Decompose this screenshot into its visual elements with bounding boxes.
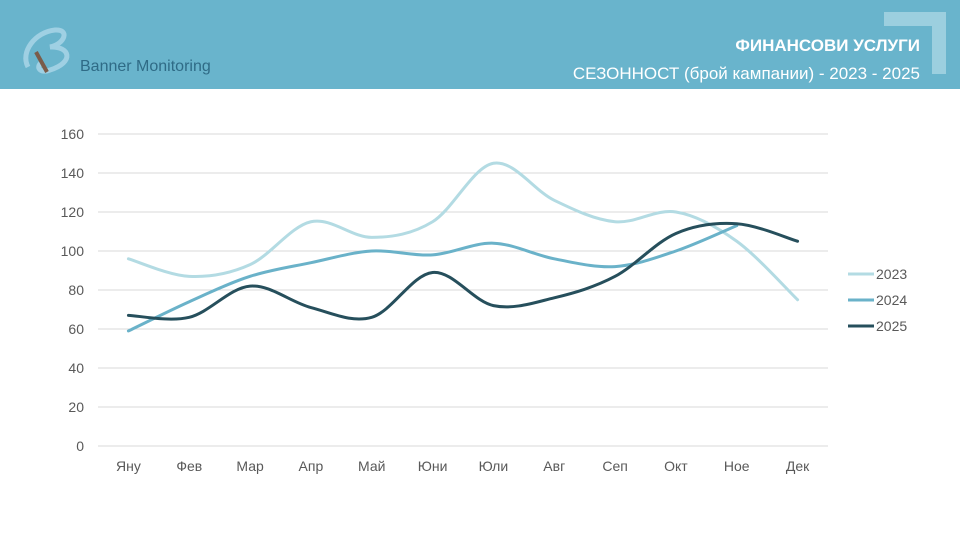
y-tick-label: 160 xyxy=(61,126,85,142)
x-tick-label: Апр xyxy=(299,458,324,474)
y-tick-label: 140 xyxy=(61,165,85,181)
banner-monitoring-logo xyxy=(23,27,70,74)
y-tick-label: 100 xyxy=(61,243,85,259)
header-banner: Banner Monitoring ФИНАНСОВИ УСЛУГИ СЕЗОН… xyxy=(0,0,960,89)
brand-name: Banner Monitoring xyxy=(80,58,211,75)
x-tick-label: Мар xyxy=(236,458,264,474)
x-tick-label: Фев xyxy=(176,458,202,474)
x-tick-label: Яну xyxy=(116,458,141,474)
x-tick-label: Ное xyxy=(724,458,750,474)
corner-decoration xyxy=(884,12,946,74)
y-tick-label: 40 xyxy=(68,360,84,376)
y-tick-label: 20 xyxy=(68,399,84,415)
legend-label: 2023 xyxy=(876,266,907,282)
x-tick-label: Сеп xyxy=(602,458,627,474)
x-tick-label: Юли xyxy=(479,458,509,474)
series-line-2025 xyxy=(126,221,800,321)
y-tick-label: 80 xyxy=(68,282,84,298)
x-tick-label: Окт xyxy=(664,458,688,474)
series-line-2023 xyxy=(126,161,800,302)
legend-label: 2024 xyxy=(876,292,907,308)
x-tick-label: Авг xyxy=(543,458,565,474)
x-tick-label: Юни xyxy=(418,458,448,474)
x-tick-label: Дек xyxy=(786,458,810,474)
page-title: ФИНАНСОВИ УСЛУГИ xyxy=(735,36,920,55)
legend-label: 2025 xyxy=(876,318,907,334)
page-subtitle: СЕЗОННОСТ (брой кампании) - 2023 - 2025 xyxy=(572,64,920,83)
y-tick-label: 120 xyxy=(61,204,85,220)
series-line-2024 xyxy=(126,224,739,333)
y-tick-label: 60 xyxy=(68,321,84,337)
x-tick-label: Май xyxy=(358,458,385,474)
y-tick-label: 0 xyxy=(76,438,84,454)
